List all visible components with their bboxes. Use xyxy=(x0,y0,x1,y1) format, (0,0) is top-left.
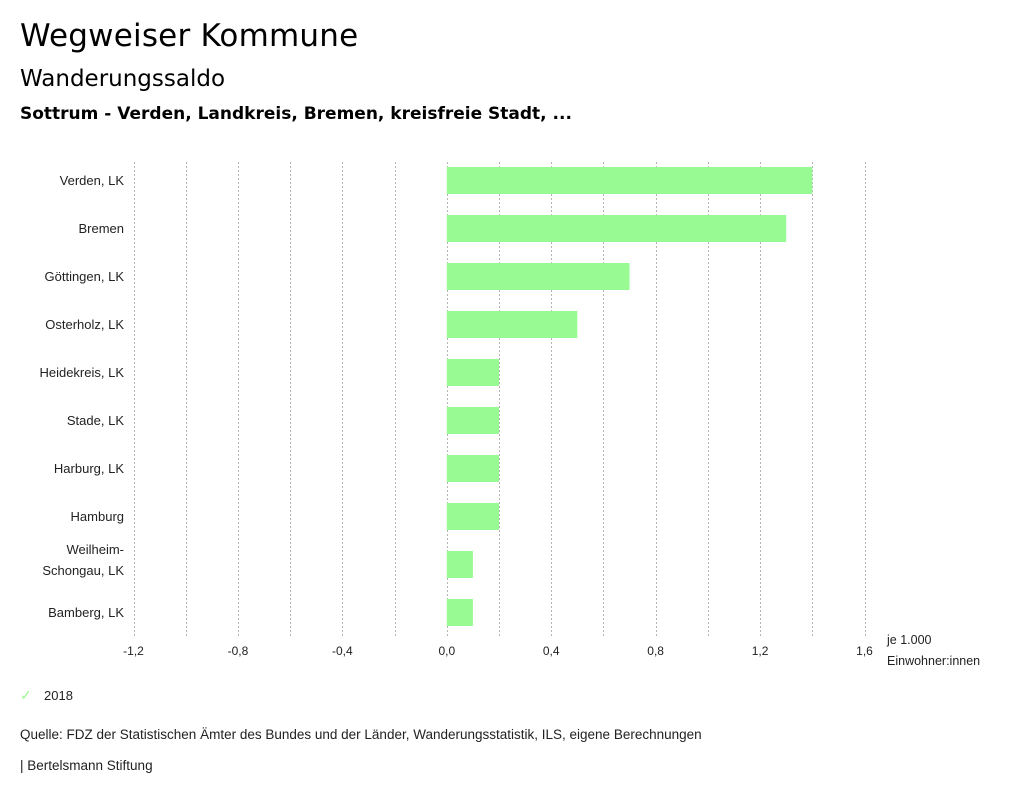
category-label: Schongau, LK xyxy=(42,563,124,578)
gridlines xyxy=(134,162,866,636)
category-label: Stade, LK xyxy=(67,413,124,428)
bar[interactable] xyxy=(446,359,499,386)
x-tick-label: -1,2 xyxy=(123,644,144,658)
x-axis-unit-line2: Einwohner:innen xyxy=(887,654,981,668)
bar[interactable] xyxy=(446,311,578,338)
category-label: Bamberg, LK xyxy=(48,605,124,620)
bar[interactable] xyxy=(446,599,473,626)
bar[interactable] xyxy=(446,263,630,290)
x-tick-label: -0,4 xyxy=(332,644,353,658)
x-tick-label: 1,2 xyxy=(752,644,769,658)
category-label: Göttingen, LK xyxy=(45,269,125,284)
x-tick-label: 1,6 xyxy=(856,644,873,658)
bar[interactable] xyxy=(446,551,473,578)
bar[interactable] xyxy=(446,215,787,242)
category-label: Weilheim- xyxy=(66,542,124,557)
x-axis-unit-line1: je 1.000 xyxy=(887,633,932,647)
legend-label: 2018 xyxy=(44,688,73,703)
category-label: Hamburg xyxy=(71,509,124,524)
bar[interactable] xyxy=(446,167,813,194)
category-label: Osterholz, LK xyxy=(45,317,124,332)
bar[interactable] xyxy=(446,503,499,530)
x-tick-label: 0,4 xyxy=(543,644,560,658)
brand-note: | Bertelsmann Stiftung xyxy=(20,758,153,773)
legend-item-2018[interactable]: ✓ 2018 xyxy=(20,687,73,704)
bar[interactable] xyxy=(446,407,499,434)
category-label: Harburg, LK xyxy=(54,461,124,476)
page-title: Wegweiser Kommune xyxy=(20,18,359,54)
x-tick-label: 0,8 xyxy=(647,644,664,658)
category-label: Heidekreis, LK xyxy=(39,365,124,380)
category-labels: Verden, LK Bremen Göttingen, LK Osterholz, … xyxy=(39,173,124,620)
x-tick-label: 0,0 xyxy=(438,644,455,658)
bar-chart: Verden, LK Bremen Göttingen, LK Osterholz, … xyxy=(39,162,873,658)
x-tick-label: -0,8 xyxy=(228,644,249,658)
x-tick-labels: -1,2 -0,8 -0,4 0,0 0,4 0,8 1,2 1,6 xyxy=(123,644,873,658)
check-icon: ✓ xyxy=(20,687,32,703)
category-label: Bremen xyxy=(78,221,124,236)
category-label: Verden, LK xyxy=(60,173,125,188)
x-axis-unit: je 1.000 Einwohner:innen xyxy=(887,630,980,672)
region-label: Sottrum - Verden, Landkreis, Bremen, kre… xyxy=(20,104,572,124)
bars xyxy=(446,167,813,626)
source-note: Quelle: FDZ der Statistischen Ämter des … xyxy=(20,727,702,742)
bar[interactable] xyxy=(446,455,499,482)
chart-subtitle: Wanderungssaldo xyxy=(20,66,226,92)
